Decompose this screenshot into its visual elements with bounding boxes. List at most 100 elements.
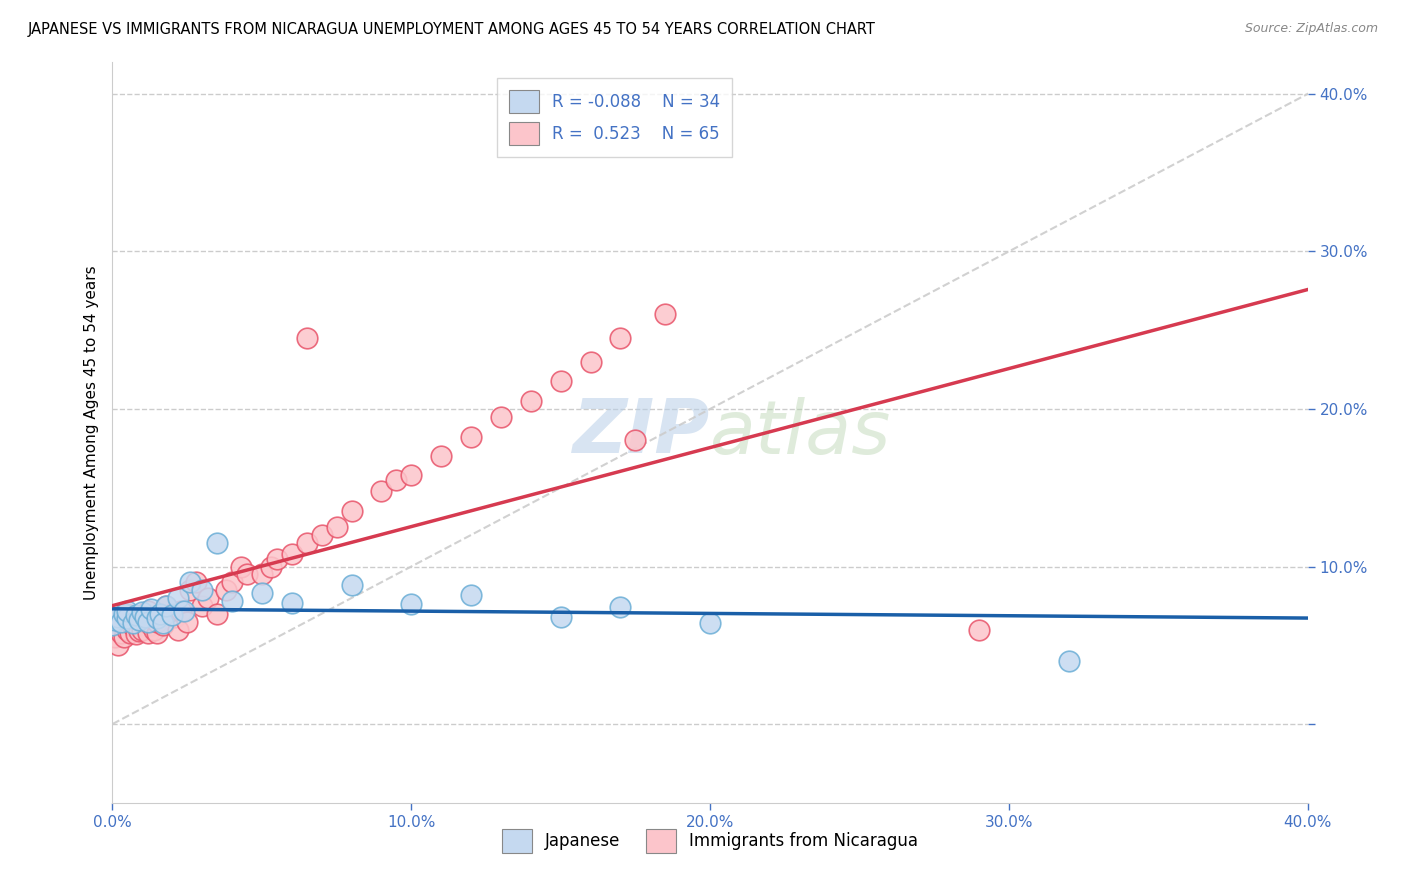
Point: [167, 623, 190, 637]
Point: [101, 623, 124, 637]
Point: [236, 567, 259, 582]
Point: [550, 374, 572, 388]
Point: [520, 394, 543, 409]
Point: [141, 602, 163, 616]
Point: [167, 591, 190, 605]
Point: [149, 607, 172, 621]
Point: [609, 331, 631, 345]
Point: [114, 607, 135, 621]
Point: [295, 536, 318, 550]
Point: [179, 583, 201, 598]
Point: [250, 567, 273, 582]
Point: [110, 625, 132, 640]
Text: JAPANESE VS IMMIGRANTS FROM NICARAGUA UNEMPLOYMENT AMONG AGES 45 TO 54 YEARS COR: JAPANESE VS IMMIGRANTS FROM NICARAGUA UN…: [28, 22, 876, 37]
Point: [122, 616, 145, 631]
Point: [229, 559, 252, 574]
Point: [131, 623, 153, 637]
Point: [101, 617, 124, 632]
Point: [110, 615, 132, 629]
Point: [170, 604, 193, 618]
Point: [401, 597, 423, 611]
Point: [197, 591, 219, 605]
Point: [325, 520, 347, 534]
Point: [122, 610, 145, 624]
Point: [430, 449, 453, 463]
Point: [260, 559, 283, 574]
Point: [609, 600, 631, 615]
Point: [138, 615, 160, 629]
Point: [128, 613, 150, 627]
Point: [221, 575, 243, 590]
Point: [460, 430, 482, 444]
Point: [250, 586, 273, 600]
Point: [624, 434, 647, 448]
Point: [699, 616, 721, 631]
Point: [579, 355, 602, 369]
Point: [107, 615, 129, 629]
Point: [266, 551, 288, 566]
Point: [1057, 654, 1080, 668]
Point: [179, 575, 201, 590]
Point: [122, 619, 145, 633]
Point: [489, 409, 512, 424]
Point: [114, 631, 135, 645]
Point: [125, 608, 148, 623]
Point: [281, 596, 304, 610]
Point: [385, 473, 408, 487]
Point: [138, 604, 160, 618]
Point: [340, 504, 363, 518]
Point: [165, 610, 187, 624]
Point: [162, 607, 183, 621]
Point: [221, 594, 243, 608]
Point: [131, 605, 153, 619]
Y-axis label: Unemployment Among Ages 45 to 54 years: Unemployment Among Ages 45 to 54 years: [83, 265, 98, 600]
Point: [131, 610, 153, 624]
Point: [125, 617, 148, 632]
Point: [295, 331, 318, 345]
Point: [186, 575, 208, 590]
Point: [340, 578, 363, 592]
Point: [176, 615, 198, 629]
Point: [138, 625, 160, 640]
Point: [152, 617, 174, 632]
Point: [162, 608, 183, 623]
Point: [550, 610, 572, 624]
Point: [205, 536, 228, 550]
Point: [311, 528, 333, 542]
Point: [128, 624, 150, 639]
Point: [191, 583, 214, 598]
Point: [155, 599, 177, 613]
Point: [114, 619, 135, 633]
Point: [134, 615, 156, 629]
Point: [967, 623, 990, 637]
Point: [654, 308, 676, 322]
Text: ZIP: ZIP: [572, 396, 710, 469]
Point: [107, 638, 129, 652]
Point: [117, 623, 139, 637]
Point: [401, 468, 423, 483]
Point: [110, 610, 132, 624]
Point: [120, 615, 142, 629]
Point: [191, 599, 214, 613]
Point: [146, 611, 169, 625]
Point: [173, 604, 195, 618]
Point: [146, 615, 169, 629]
Point: [117, 611, 139, 625]
Point: [134, 610, 156, 624]
Point: [215, 583, 238, 598]
Point: [155, 599, 177, 613]
Point: [107, 610, 129, 624]
Point: [149, 607, 172, 621]
Legend: Japanese, Immigrants from Nicaragua: Japanese, Immigrants from Nicaragua: [494, 821, 927, 861]
Text: atlas: atlas: [710, 397, 891, 468]
Text: Source: ZipAtlas.com: Source: ZipAtlas.com: [1244, 22, 1378, 36]
Point: [120, 625, 142, 640]
Point: [104, 631, 127, 645]
Point: [117, 607, 139, 621]
Point: [104, 613, 127, 627]
Point: [141, 617, 163, 632]
Point: [117, 604, 139, 618]
Point: [146, 625, 169, 640]
Point: [460, 588, 482, 602]
Point: [281, 547, 304, 561]
